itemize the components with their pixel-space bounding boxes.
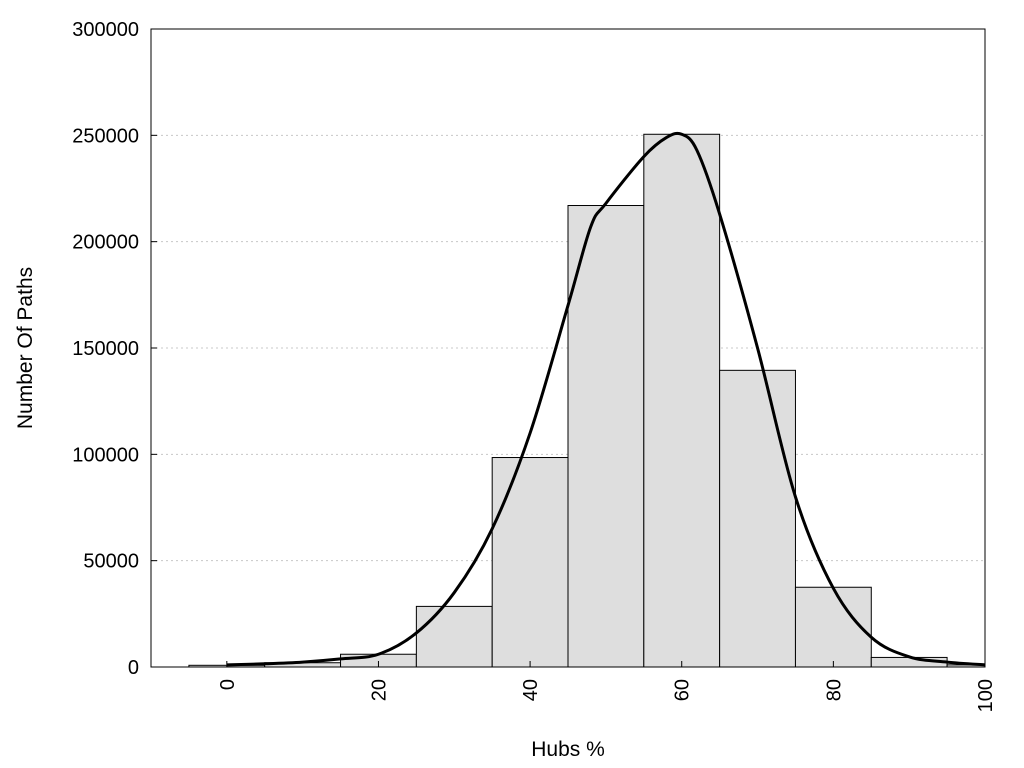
y-tick-label-150000: 150000	[72, 338, 139, 360]
x-tick-label-80: 80	[823, 679, 845, 701]
density-curve	[226, 131, 986, 667]
y-tick-label-250000: 250000	[72, 125, 139, 147]
y-tick-label-100000: 100000	[72, 444, 139, 466]
x-tick-label-60: 60	[672, 679, 694, 701]
y-tick-label-300000: 300000	[72, 19, 139, 41]
y-tick-label-200000: 200000	[72, 232, 139, 254]
x-axis-ticks: 0 20 40 60 80 100	[217, 661, 997, 712]
bar-5	[567, 205, 645, 668]
x-tick-label-20: 20	[368, 679, 390, 701]
x-tick-label-100: 100	[975, 679, 997, 712]
bar-4	[491, 457, 569, 668]
y-axis-ticks: 0 50000 100000 150000 200000 250000 300000	[72, 19, 157, 679]
bars	[188, 133, 986, 668]
y-axis-title: Number Of Paths	[14, 267, 37, 429]
y-tick-label-50000: 50000	[83, 551, 139, 573]
x-tick-label-0: 0	[217, 679, 239, 690]
y-tick-label-0: 0	[128, 657, 139, 679]
x-tick-label-40: 40	[520, 679, 542, 701]
bar-7	[719, 369, 796, 668]
bar-3	[415, 605, 493, 668]
bar-6	[643, 133, 721, 668]
x-axis-title: Hubs %	[531, 738, 605, 761]
